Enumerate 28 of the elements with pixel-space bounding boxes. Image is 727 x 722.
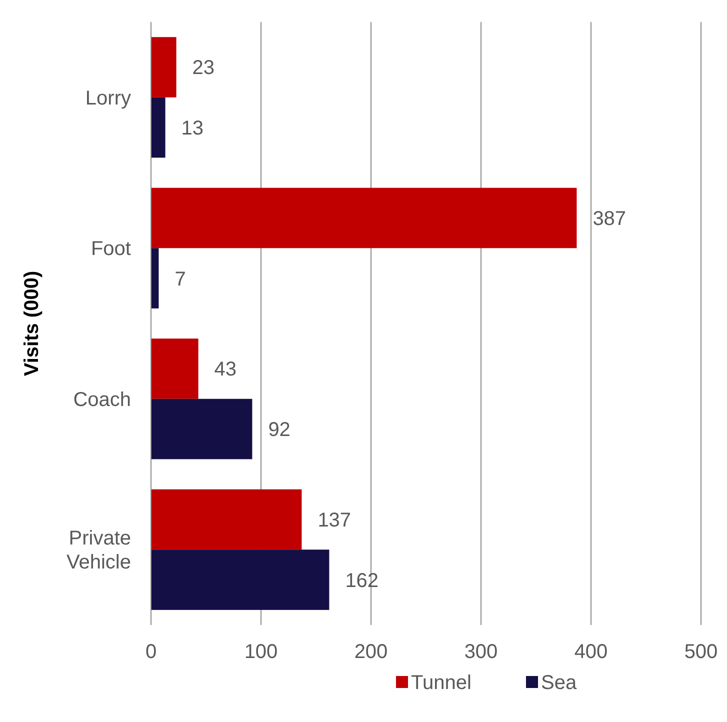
y-tick-label: Foot [90,238,132,260]
x-tick-label: 100 [244,641,278,663]
data-label: 137 [318,509,352,532]
bar [151,188,577,248]
data-label: 43 [214,358,237,381]
x-tick-label: 0 [145,641,157,663]
data-label: 387 [592,208,626,230]
x-tick-label: 500 [684,641,718,663]
data-label: 92 [268,419,290,442]
y-tick-label: Coach [73,388,131,411]
data-label: 23 [192,57,215,80]
bar [151,550,330,610]
x-tick-label: 300 [464,641,498,663]
legend-label: Sea [541,672,578,694]
legend-label: Tunnel [411,672,472,694]
y-tick-label: Private Vehicle [66,528,131,574]
bar [151,97,166,158]
y-tick-label: Lorry [85,87,131,110]
x-tick-label: 200 [354,641,388,663]
bar [151,489,302,550]
bar [151,398,252,460]
data-label: 7 [174,268,186,290]
y-axis-title: Visits (000) [21,270,43,376]
bar [151,37,176,98]
data-label: 13 [181,118,204,140]
x-tick-label: 400 [574,641,608,663]
bar [151,248,159,308]
bar [151,338,198,399]
